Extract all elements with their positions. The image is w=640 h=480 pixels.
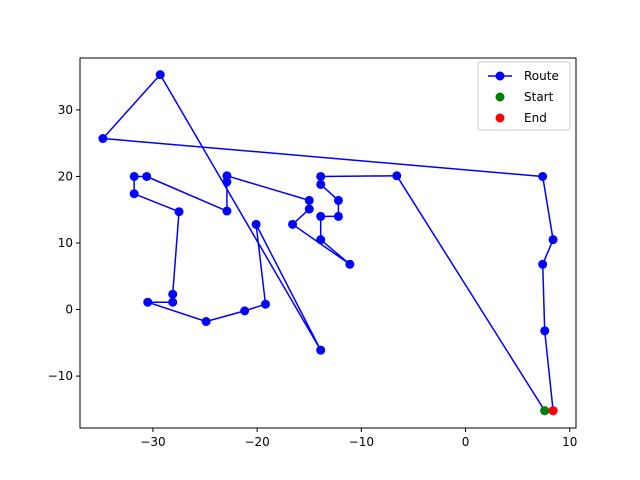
route-point-30 — [548, 235, 558, 245]
end-point — [548, 406, 558, 416]
route-point-5 — [333, 211, 343, 221]
route-point-1 — [392, 171, 402, 181]
x-tick-label-10: 10 — [562, 435, 577, 449]
y-tick-label-20: 20 — [58, 169, 73, 183]
route-point-31 — [538, 259, 548, 269]
route-point-29 — [538, 171, 548, 181]
route-point-26 — [316, 345, 326, 355]
legend-end-marker — [495, 113, 505, 123]
route-point-28 — [98, 134, 108, 144]
legend-route-label: Route — [524, 69, 559, 83]
x-tick-label--30: −30 — [140, 435, 165, 449]
legend-start-marker — [495, 92, 505, 102]
route-point-6 — [316, 211, 326, 221]
legend-route-marker — [495, 71, 505, 81]
y-tick-label-10: 10 — [58, 236, 73, 250]
route-point-11 — [304, 195, 314, 205]
route-point-25 — [251, 219, 261, 229]
route-point-16 — [129, 171, 139, 181]
x-tick-label-0: 0 — [462, 435, 470, 449]
route-point-23 — [240, 306, 250, 316]
route-line — [102, 73, 554, 412]
route-point-3 — [316, 179, 326, 189]
route-point-22 — [201, 317, 211, 327]
route-point-2 — [316, 171, 326, 181]
route-point-24 — [260, 299, 270, 309]
route-point-4 — [333, 195, 343, 205]
route-point-21 — [143, 297, 153, 307]
x-tick-label--10: −10 — [349, 435, 374, 449]
route-point-18 — [174, 207, 184, 217]
route-point-19 — [168, 289, 178, 299]
route-point-15 — [142, 171, 152, 181]
route-point-14 — [222, 206, 232, 216]
route-point-32 — [540, 326, 550, 336]
legend-end-label: End — [524, 111, 547, 125]
y-tick-label--10: −10 — [48, 369, 73, 383]
x-tick-label--20: −20 — [244, 435, 269, 449]
route-point-20 — [168, 297, 178, 307]
route-point-9 — [288, 219, 298, 229]
legend-start-label: Start — [524, 90, 554, 104]
legend: Route Start End — [477, 61, 571, 131]
route-point-13 — [222, 177, 232, 187]
route-point-17 — [129, 189, 139, 199]
route-point-7 — [316, 235, 326, 245]
y-tick-label-30: 30 — [58, 103, 73, 117]
start-point — [540, 406, 550, 416]
route-point-8 — [345, 259, 355, 269]
y-tick-label-0: 0 — [65, 303, 73, 317]
route-point-10 — [304, 204, 314, 214]
route-point-27 — [155, 70, 165, 80]
